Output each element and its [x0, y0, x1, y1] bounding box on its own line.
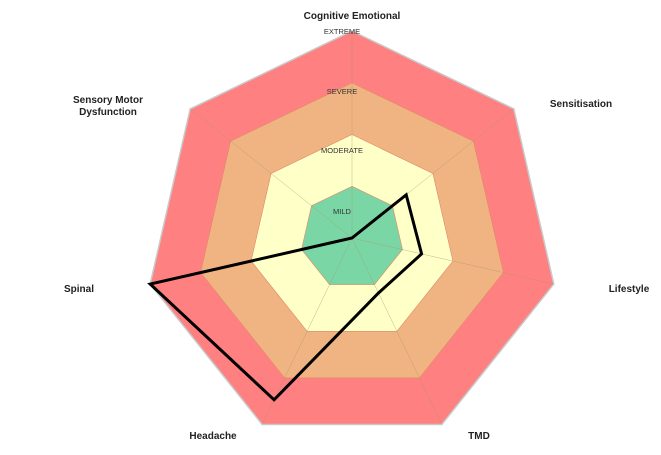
- spoke-sensory-motor-dysfunction: [190, 108, 353, 239]
- axis-label-sensory-motor-dysfunction: Sensory Motor Dysfunction: [73, 95, 143, 118]
- band-labels: MILD MODERATE SEVERE EXTREME: [321, 27, 363, 216]
- axis-label-spinal: Spinal: [64, 284, 94, 295]
- data-point-spinal: [149, 282, 152, 286]
- data-point-headache: [272, 398, 276, 401]
- data-point-lifestyle: [420, 252, 423, 256]
- axis-label-tmd: TMD: [468, 431, 490, 442]
- band-label-severe: SEVERE: [327, 87, 357, 96]
- data-point-sensory-motor-dysfunction: [350, 236, 354, 240]
- data-series: [147, 192, 424, 402]
- data-point-tmd: [377, 291, 380, 295]
- spoke-tmd: [351, 237, 443, 425]
- axis-label-lifestyle: Lifestyle: [609, 284, 650, 295]
- band-label-extreme: EXTREME: [324, 27, 360, 36]
- spoke-headache: [261, 237, 353, 425]
- axis-labels: Cognitive Emotional Sensitisation Lifestyl…: [64, 11, 650, 442]
- data-point-sensitisation: [405, 193, 408, 196]
- spoke-lifestyle: [351, 237, 554, 285]
- axis-label-headache: Headache: [189, 431, 237, 442]
- band-label-moderate: MODERATE: [321, 146, 363, 155]
- axis-label-cognitive-emotional: Cognitive Emotional: [304, 11, 401, 22]
- band-label-mild: MILD: [333, 207, 352, 216]
- axis-label-sensitisation: Sensitisation: [550, 99, 612, 110]
